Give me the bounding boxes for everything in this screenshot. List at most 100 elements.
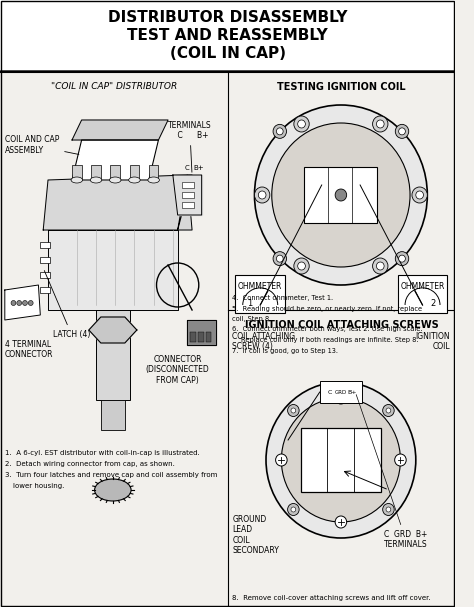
Polygon shape [72,140,158,180]
Bar [198,332,203,342]
Bar [40,242,50,248]
Circle shape [272,123,410,267]
Circle shape [412,187,428,203]
Ellipse shape [109,177,121,183]
Circle shape [273,124,286,138]
Polygon shape [89,317,137,343]
Text: COIL AND CAP
ASSEMBLY: COIL AND CAP ASSEMBLY [5,135,79,155]
Bar [182,192,194,198]
Text: 4.  Connect ohmmeter, Test 1.: 4. Connect ohmmeter, Test 1. [232,295,334,301]
Circle shape [383,503,394,515]
Circle shape [282,398,401,522]
Bar [304,167,377,223]
Text: 2: 2 [430,299,436,308]
Circle shape [275,454,287,466]
Text: Replace coil only if both readings are infinite. Step 8.: Replace coil only if both readings are i… [241,337,419,343]
Circle shape [399,255,405,262]
Polygon shape [72,120,168,140]
Circle shape [255,105,428,285]
Text: 6.  Connect ohmmeter both ways, Test 2. Use high scale.: 6. Connect ohmmeter both ways, Test 2. U… [232,327,423,333]
Bar [110,165,120,180]
Circle shape [11,300,16,305]
Text: B+: B+ [193,165,204,171]
Circle shape [335,189,346,201]
Ellipse shape [90,177,102,183]
Bar [182,182,194,188]
Circle shape [288,503,299,515]
Circle shape [386,507,391,512]
Bar [0,72,455,607]
Circle shape [17,300,22,305]
Text: OHMMETER: OHMMETER [401,282,445,291]
Text: COIL ATTACHING
SCREW (4): COIL ATTACHING SCREW (4) [232,332,295,351]
Text: 3.  Turn four latches and remove cap and coil assembly from: 3. Turn four latches and remove cap and … [5,472,217,478]
Text: 1: 1 [247,299,252,308]
Circle shape [373,116,388,132]
Text: GRD: GRD [335,390,347,395]
Bar [301,428,381,492]
Ellipse shape [71,177,82,183]
Text: LATCH (4): LATCH (4) [44,271,90,339]
Text: TERMINALS
    C      B+: TERMINALS C B+ [168,121,212,172]
Bar [320,381,362,403]
Text: 4 TERMINAL
CONNECTOR: 4 TERMINAL CONNECTOR [5,340,53,359]
Circle shape [395,454,406,466]
Bar [182,202,194,208]
Circle shape [288,404,299,416]
Circle shape [335,516,346,528]
Bar [40,272,50,278]
Text: lower housing.: lower housing. [13,483,65,489]
Text: C: C [327,390,332,395]
Polygon shape [48,230,178,310]
Text: coil, Step 8.: coil, Step 8. [232,316,272,322]
Circle shape [383,404,394,416]
Circle shape [276,255,283,262]
Text: 1.  A 6-cyl. EST distributor with coil-in-cap is illustrated.: 1. A 6-cyl. EST distributor with coil-in… [5,450,200,456]
Circle shape [376,262,384,270]
Bar [72,165,82,180]
Circle shape [266,382,416,538]
Bar [190,332,196,342]
Polygon shape [5,285,40,320]
Bar [96,310,129,400]
Polygon shape [173,175,201,215]
Circle shape [276,128,283,135]
Text: B+: B+ [347,390,357,395]
Text: 7.  If coil is good, go to Step 13.: 7. If coil is good, go to Step 13. [232,347,338,353]
Circle shape [386,408,391,413]
Text: 5.  Reading should be zero, or nearly zero. If not, replace: 5. Reading should be zero, or nearly zer… [232,305,422,311]
Bar [206,332,211,342]
Circle shape [28,300,33,305]
Text: TEST AND REASSEMBLY: TEST AND REASSEMBLY [127,28,328,43]
Circle shape [23,300,27,305]
Text: IGNITION COIL ATTACHING SCREWS: IGNITION COIL ATTACHING SCREWS [245,320,438,330]
Text: (COIL IN CAP): (COIL IN CAP) [170,46,286,61]
Circle shape [395,252,409,266]
Polygon shape [187,320,216,345]
Circle shape [294,258,309,274]
Circle shape [291,507,296,512]
Polygon shape [178,175,192,230]
Text: CONNECTOR
(DISCONNECTED
FROM CAP): CONNECTOR (DISCONNECTED FROM CAP) [146,355,210,385]
Text: 2.  Detach wiring connector from cap, as shown.: 2. Detach wiring connector from cap, as … [5,461,175,467]
Text: GROUND
LEAD
COIL
SECONDARY: GROUND LEAD COIL SECONDARY [232,515,279,555]
Circle shape [294,116,309,132]
Bar [235,275,285,313]
Circle shape [298,120,305,128]
Ellipse shape [128,177,140,183]
Text: C  GRD  B+
TERMINALS: C GRD B+ TERMINALS [356,395,428,549]
Bar [91,165,101,180]
Text: IGNITION
COIL: IGNITION COIL [416,332,450,351]
Text: OHMMETER: OHMMETER [238,282,283,291]
Circle shape [416,191,423,199]
Bar [101,400,125,430]
Text: 8.  Remove coil-cover attaching screws and lift off cover.: 8. Remove coil-cover attaching screws an… [232,595,431,601]
Ellipse shape [95,479,131,501]
Ellipse shape [148,177,159,183]
Circle shape [291,408,296,413]
Bar [40,257,50,263]
Text: C: C [185,165,190,171]
Bar [40,287,50,293]
Bar [0,0,455,72]
Circle shape [273,252,286,266]
